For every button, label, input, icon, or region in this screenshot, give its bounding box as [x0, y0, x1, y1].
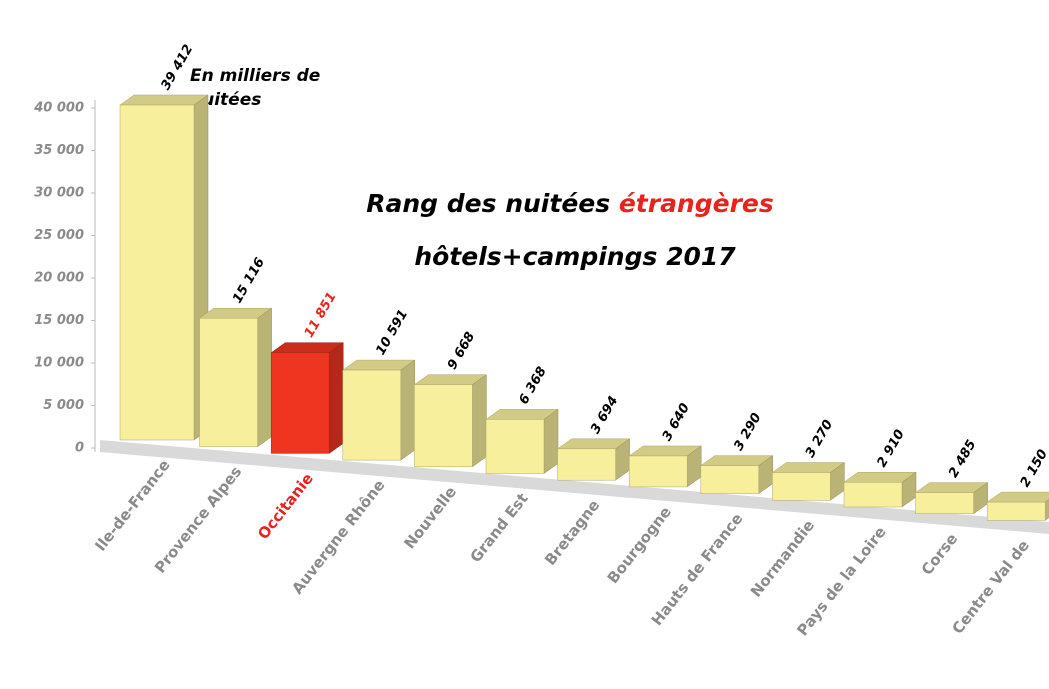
y-tick-label: 25 000	[34, 228, 84, 243]
bar	[843, 482, 903, 508]
x-tick-label: Centre Val de	[949, 537, 1033, 638]
value-label: 9 668	[445, 330, 478, 373]
y-tick-label: 5 000	[43, 398, 84, 413]
bar	[270, 352, 330, 454]
bar	[557, 448, 616, 481]
title-part: étrangères	[619, 189, 774, 218]
bar	[772, 472, 831, 501]
annotation: En milliers de	[190, 66, 320, 86]
floor	[100, 440, 1049, 534]
y-tick-label: 0	[75, 441, 84, 456]
y-tick-label: 35 000	[34, 143, 84, 158]
bar-top	[119, 94, 209, 106]
value-label: 2 910	[875, 427, 908, 470]
value-label: 3 694	[588, 394, 621, 437]
x-tick-label: Ile-de-France	[91, 456, 173, 554]
y-tick-label: 30 000	[34, 186, 84, 201]
bar-side	[400, 359, 416, 461]
y-tick-label: 10 000	[34, 356, 84, 371]
value-label: 6 368	[517, 364, 550, 407]
bar-side	[257, 307, 272, 448]
bar	[628, 455, 688, 488]
x-tick-label: Normandie	[747, 516, 818, 600]
value-label: 3 640	[660, 401, 693, 444]
value-label: 3 270	[803, 417, 836, 460]
bar-side	[472, 374, 487, 468]
value-label: 11 851	[302, 290, 340, 341]
bar	[986, 501, 1046, 521]
bar	[119, 104, 195, 441]
x-tick-label: Bretagne	[541, 496, 603, 568]
x-tick-label: Occitanie	[254, 470, 317, 543]
bar-side	[543, 408, 559, 474]
value-label: 15 116	[230, 255, 268, 306]
bar	[700, 465, 760, 494]
bar	[342, 369, 402, 461]
bar	[199, 317, 258, 447]
x-tick-label: Corse	[918, 530, 962, 579]
x-tick-label: Nouvelle	[400, 483, 460, 552]
bar	[485, 419, 545, 474]
x-tick-label: Bourgogne	[604, 503, 675, 587]
value-label: 2 150	[1018, 447, 1049, 490]
title-part: Rang des nuitées	[366, 189, 619, 218]
y-tick-label: 15 000	[34, 313, 84, 328]
bar	[414, 384, 473, 468]
x-tick-label: Grand Est	[467, 490, 532, 566]
chart-title: Rang des nuitées étrangères	[366, 189, 774, 218]
y-tick-label: 40 000	[33, 101, 84, 116]
bar-top	[986, 491, 1049, 503]
x-tick-label: Provence Alpes	[151, 463, 245, 577]
bar-side	[328, 342, 344, 454]
bar	[915, 492, 974, 514]
y-tick-label: 20 000	[34, 271, 84, 286]
chart-title: hôtels+campings 2017	[414, 242, 736, 271]
value-label: 10 591	[373, 307, 411, 358]
value-label: 3 290	[731, 411, 764, 454]
value-label: 2 485	[946, 438, 979, 481]
